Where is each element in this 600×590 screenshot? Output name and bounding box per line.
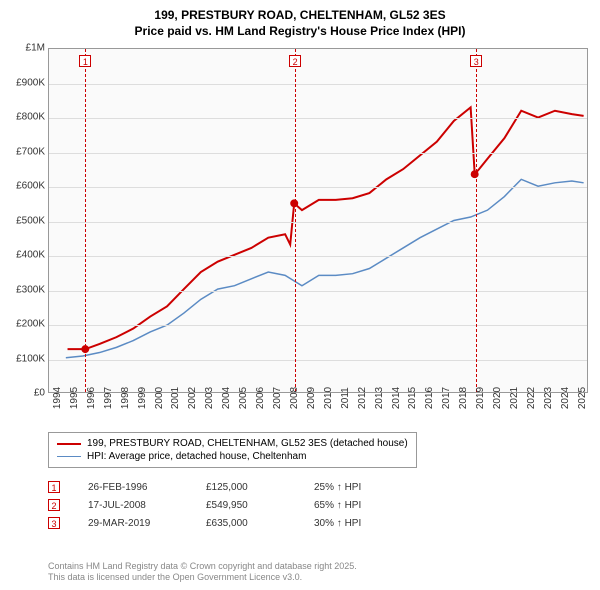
y-axis-label: £400K: [5, 250, 45, 261]
event-date: 29-MAR-2019: [88, 518, 178, 529]
y-axis-label: £700K: [5, 146, 45, 157]
y-axis-label: £600K: [5, 181, 45, 192]
gridline: [49, 325, 587, 326]
marker-number: 1: [79, 55, 91, 67]
legend-item: HPI: Average price, detached house, Chel…: [57, 450, 408, 463]
event-row: 3 29-MAR-2019 £635,000 30% ↑ HPI: [48, 514, 404, 532]
legend-item: 199, PRESTBURY ROAD, CHELTENHAM, GL52 3E…: [57, 437, 408, 450]
y-axis-label: £300K: [5, 284, 45, 295]
event-marker: 2: [48, 499, 60, 511]
footer-line2: This data is licensed under the Open Gov…: [48, 572, 357, 584]
x-axis-label: 2017: [441, 387, 452, 409]
marker-vline: [85, 49, 86, 392]
marker-dot: [471, 170, 479, 178]
x-axis-label: 2012: [357, 387, 368, 409]
x-axis-label: 2000: [154, 387, 165, 409]
series-line: [66, 179, 584, 357]
x-axis-label: 1999: [137, 387, 148, 409]
event-price: £635,000: [206, 518, 286, 529]
event-date: 26-FEB-1996: [88, 482, 178, 493]
legend-swatch: [57, 456, 81, 457]
event-price: £125,000: [206, 482, 286, 493]
legend-label: 199, PRESTBURY ROAD, CHELTENHAM, GL52 3E…: [87, 438, 408, 449]
gridline: [49, 118, 587, 119]
gridline: [49, 360, 587, 361]
gridline: [49, 256, 587, 257]
x-axis-label: 2007: [272, 387, 283, 409]
x-axis-label: 2025: [577, 387, 588, 409]
marker-vline: [476, 49, 477, 392]
event-marker: 3: [48, 517, 60, 529]
x-axis-label: 2014: [391, 387, 402, 409]
y-axis-label: £0: [5, 388, 45, 399]
x-axis-label: 2002: [187, 387, 198, 409]
footer-line1: Contains HM Land Registry data © Crown c…: [48, 561, 357, 573]
x-axis-label: 2018: [458, 387, 469, 409]
legend-swatch: [57, 443, 81, 445]
x-axis-label: 2016: [424, 387, 435, 409]
x-axis-label: 2023: [543, 387, 554, 409]
x-axis-label: 1995: [69, 387, 80, 409]
x-axis-label: 1994: [52, 387, 63, 409]
title-line2: Price paid vs. HM Land Registry's House …: [0, 24, 600, 40]
gridline: [49, 291, 587, 292]
gridline: [49, 153, 587, 154]
x-axis-label: 2009: [306, 387, 317, 409]
chart-title: 199, PRESTBURY ROAD, CHELTENHAM, GL52 3E…: [0, 0, 600, 43]
x-axis-label: 2020: [492, 387, 503, 409]
footer: Contains HM Land Registry data © Crown c…: [48, 561, 357, 584]
x-axis-label: 2015: [407, 387, 418, 409]
y-axis-label: £1M: [5, 43, 45, 54]
legend-label: HPI: Average price, detached house, Chel…: [87, 451, 306, 462]
x-axis-label: 2008: [289, 387, 300, 409]
event-delta: 25% ↑ HPI: [314, 482, 404, 493]
x-axis-label: 2006: [255, 387, 266, 409]
x-axis-label: 1996: [86, 387, 97, 409]
event-delta: 65% ↑ HPI: [314, 500, 404, 511]
event-row: 1 26-FEB-1996 £125,000 25% ↑ HPI: [48, 478, 404, 496]
gridline: [49, 187, 587, 188]
y-axis-label: £800K: [5, 112, 45, 123]
x-axis-label: 1998: [120, 387, 131, 409]
title-line1: 199, PRESTBURY ROAD, CHELTENHAM, GL52 3E…: [0, 8, 600, 24]
marker-vline: [295, 49, 296, 392]
y-axis-label: £500K: [5, 215, 45, 226]
legend: 199, PRESTBURY ROAD, CHELTENHAM, GL52 3E…: [48, 432, 417, 468]
event-marker: 1: [48, 481, 60, 493]
x-axis-label: 2011: [340, 387, 351, 409]
x-axis-label: 2004: [221, 387, 232, 409]
y-axis-label: £900K: [5, 77, 45, 88]
x-axis-label: 2024: [560, 387, 571, 409]
y-axis-label: £200K: [5, 319, 45, 330]
chart-plot-area: 1 2 3: [48, 48, 588, 393]
x-axis-label: 2022: [526, 387, 537, 409]
gridline: [49, 222, 587, 223]
x-axis-label: 2013: [374, 387, 385, 409]
marker-number: 3: [470, 55, 482, 67]
event-delta: 30% ↑ HPI: [314, 518, 404, 529]
series-line: [68, 107, 584, 349]
event-table: 1 26-FEB-1996 £125,000 25% ↑ HPI 2 17-JUL-200…: [48, 478, 404, 532]
chart-svg: [49, 49, 587, 392]
x-axis-label: 2003: [204, 387, 215, 409]
x-axis-label: 2019: [475, 387, 486, 409]
event-date: 17-JUL-2008: [88, 500, 178, 511]
marker-number: 2: [289, 55, 301, 67]
gridline: [49, 84, 587, 85]
x-axis-label: 2001: [170, 387, 181, 409]
event-row: 2 17-JUL-2008 £549,950 65% ↑ HPI: [48, 496, 404, 514]
event-price: £549,950: [206, 500, 286, 511]
y-axis-label: £100K: [5, 353, 45, 364]
x-axis-label: 2010: [323, 387, 334, 409]
x-axis-label: 2021: [509, 387, 520, 409]
x-axis-label: 1997: [103, 387, 114, 409]
x-axis-label: 2005: [238, 387, 249, 409]
